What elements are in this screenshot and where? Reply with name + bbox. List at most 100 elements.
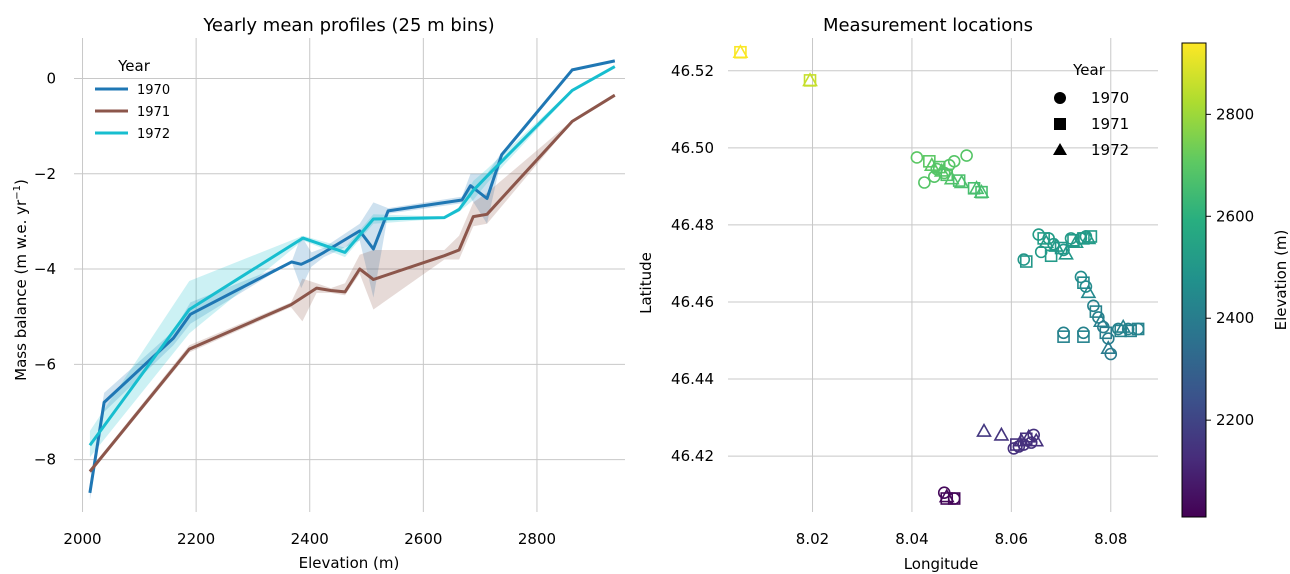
locations-legend: Year 1970 1971 1972: [1053, 61, 1129, 159]
point-square: [1057, 330, 1070, 343]
point-circle: [1092, 311, 1105, 324]
x-tick-label: 8.08: [1094, 530, 1127, 548]
point-circle: [1111, 322, 1125, 336]
profile-x-axis-label: Elevation (m): [299, 554, 400, 572]
point-triangle: [943, 170, 960, 185]
locations-chart-title: Measurement locations: [823, 15, 1033, 36]
point-circle: [1079, 280, 1093, 293]
y-tick-label: 46.52: [671, 62, 714, 80]
point-triangle: [1092, 313, 1109, 328]
point-circle: [1024, 436, 1038, 449]
point-square: [1044, 249, 1058, 263]
y-tick-label: −2: [34, 165, 56, 183]
x-tick-label: 8.06: [995, 530, 1028, 548]
profile-legend-entries: 1970 1971 1972: [95, 83, 170, 142]
point-triangle: [1020, 428, 1037, 443]
legend-marker-circle: [1054, 92, 1066, 104]
point-circle: [1027, 428, 1041, 442]
locations-x-axis-label: Longitude: [904, 555, 979, 573]
point-circle: [1101, 332, 1115, 345]
locations-legend-title: Year: [1072, 61, 1106, 79]
point-square: [1019, 255, 1033, 268]
profile-lines: [88, 59, 616, 494]
profile-gridlines: [74, 38, 625, 512]
y-tick-label: −4: [34, 260, 56, 278]
legend-label-1972: 1972: [1091, 141, 1129, 159]
locations-points: [732, 44, 1145, 505]
locations-x-ticks: 8.02 8.04 8.06 8.08: [796, 530, 1128, 548]
colorbar-tick-label: 2800: [1216, 105, 1254, 123]
y-tick-label: −6: [34, 355, 56, 373]
y-tick-label: 46.50: [671, 139, 714, 157]
point-square: [940, 492, 954, 505]
y-tick-label: −8: [34, 451, 56, 469]
profile-confidence-bands: [89, 59, 615, 501]
point-circle: [1104, 347, 1118, 361]
point-square: [1124, 324, 1137, 338]
locations-y-ticks: 46.42 46.44 46.46 46.48 46.50 46.52: [671, 62, 714, 465]
point-triangle: [953, 174, 970, 189]
x-tick-label: 2800: [518, 530, 556, 548]
line-1972: [88, 65, 616, 447]
point-circle: [1057, 326, 1070, 340]
point-circle: [910, 151, 924, 164]
band-1971: [89, 94, 615, 474]
point-square: [1131, 322, 1145, 336]
profile-legend-title: Year: [117, 57, 151, 75]
point-triangle: [938, 488, 955, 503]
legend-label-1970: 1970: [137, 83, 170, 98]
point-circle: [1017, 253, 1031, 266]
y-tick-label: 46.44: [671, 370, 714, 388]
profile-y-axis-label: Mass balance (m w.e. yr−1): [12, 179, 30, 381]
locations-chart: Measurement locations 8.02 8.04 8.06 8.08 4…: [637, 15, 1158, 573]
y-tick-label: 0: [46, 69, 56, 87]
point-triangle: [993, 426, 1010, 441]
elevation-colorbar: 2200 2400 2600 2800 Elevation (m): [1181, 42, 1290, 518]
profile-legend: Year 1970 1971 1972: [95, 57, 170, 142]
point-square: [1099, 326, 1113, 340]
point-triangle: [1058, 245, 1074, 260]
y-tick-label: 46.46: [671, 293, 714, 311]
point-circle: [1121, 322, 1135, 336]
y-tick-label: 46.48: [671, 216, 714, 234]
colorbar-label: Elevation (m): [1272, 230, 1290, 331]
point-square: [1077, 330, 1090, 343]
legend-label-1970: 1970: [1091, 89, 1129, 107]
x-tick-label: 2000: [63, 530, 101, 548]
point-circle: [1034, 245, 1048, 259]
x-tick-label: 2600: [404, 530, 442, 548]
point-circle: [918, 176, 931, 189]
line-1970: [88, 59, 616, 494]
point-triangle: [732, 44, 749, 59]
locations-legend-entries: 1970 1971 1972: [1053, 89, 1129, 159]
legend-label-1971: 1971: [1091, 115, 1129, 133]
legend-label-1972: 1972: [137, 127, 170, 142]
point-triangle: [976, 422, 992, 437]
point-circle: [1057, 243, 1070, 257]
x-tick-label: 2200: [177, 530, 215, 548]
x-tick-label: 2400: [291, 530, 329, 548]
x-tick-label: 8.04: [895, 530, 928, 548]
point-triangle: [1028, 432, 1045, 447]
line-1971: [88, 93, 616, 473]
colorbar-gradient: [1181, 42, 1207, 518]
point-triangle: [1100, 340, 1117, 355]
point-triangle: [802, 72, 818, 87]
point-triangle: [1038, 234, 1055, 249]
x-tick-label: 8.02: [796, 530, 829, 548]
point-square: [1084, 230, 1098, 243]
profile-x-ticks: 2000 2200 2400 2600 2800: [63, 530, 556, 548]
profile-y-ticks: 0 −2 −4 −6 −8: [34, 69, 56, 468]
legend-marker-square: [1054, 118, 1066, 130]
point-triangle: [1013, 432, 1030, 447]
profile-chart: Yearly mean profiles (25 m bins) 2000 220…: [12, 15, 625, 572]
point-triangle: [1068, 234, 1084, 249]
legend-label-1971: 1971: [137, 105, 170, 120]
point-triangle: [1080, 284, 1097, 299]
point-circle: [960, 149, 973, 162]
point-square: [947, 492, 961, 505]
profile-chart-title: Yearly mean profiles (25 m bins): [202, 15, 494, 36]
point-circle: [1077, 326, 1090, 340]
band-1972: [89, 65, 615, 458]
